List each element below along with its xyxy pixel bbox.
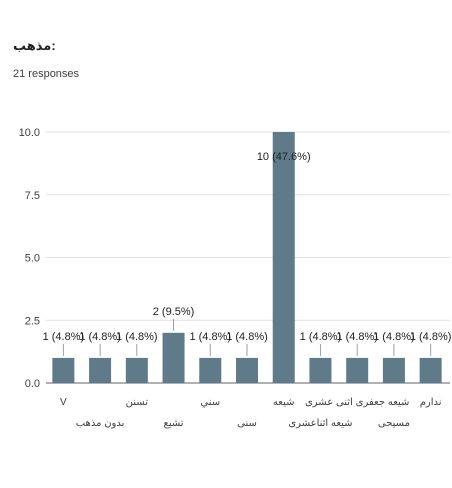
x-tick-label: شیعه اثناعشری xyxy=(288,418,352,429)
y-tick-label: 7.5 xyxy=(25,190,40,202)
y-tick-label: 5.0 xyxy=(25,253,40,265)
bar xyxy=(272,132,295,383)
bar xyxy=(309,357,332,383)
data-label: 1 (4.8%) xyxy=(189,331,231,343)
bar xyxy=(52,357,75,383)
data-label: 1 (4.8%) xyxy=(79,331,121,343)
response-count: 21 responses xyxy=(13,68,80,80)
y-tick-label: 10.0 xyxy=(19,127,40,139)
x-tick-label: شیعه جعفری اثنی عشری xyxy=(305,397,409,408)
bar xyxy=(236,357,258,383)
x-tick-label: V xyxy=(60,397,67,408)
x-tick-label: بدون مذهب xyxy=(76,418,125,429)
x-tick-label: شیعه xyxy=(273,397,295,408)
data-label: 1 (4.8%) xyxy=(226,331,268,343)
x-tick-label: سني xyxy=(200,397,220,408)
data-label: 1 (4.8%) xyxy=(300,331,342,343)
question-title: مذهب: xyxy=(13,38,56,53)
data-label: 1 (4.8%) xyxy=(43,331,85,343)
y-tick-label: 0.0 xyxy=(25,378,40,390)
bar xyxy=(199,357,222,383)
bar xyxy=(346,357,369,383)
bar xyxy=(125,357,148,383)
bar xyxy=(162,332,185,383)
data-label: 1 (4.8%) xyxy=(336,331,378,343)
x-tick-label: مسیحی xyxy=(378,418,410,429)
x-tick-label: تشیع xyxy=(164,418,184,429)
data-label: 2 (9.5%) xyxy=(153,306,195,318)
x-tick-label: ندارم xyxy=(420,397,442,408)
bar xyxy=(382,357,405,383)
x-tick-label: تسنن xyxy=(126,397,149,408)
data-label: 1 (4.8%) xyxy=(116,331,158,343)
data-label: 1 (4.8%) xyxy=(373,331,415,343)
data-label: 10 (47.6%) xyxy=(257,151,311,163)
x-tick-label: سنی xyxy=(237,418,257,429)
bar xyxy=(89,357,112,383)
bar xyxy=(419,357,442,383)
y-tick-label: 2.5 xyxy=(25,315,40,327)
data-label: 1 (4.8%) xyxy=(410,331,452,343)
